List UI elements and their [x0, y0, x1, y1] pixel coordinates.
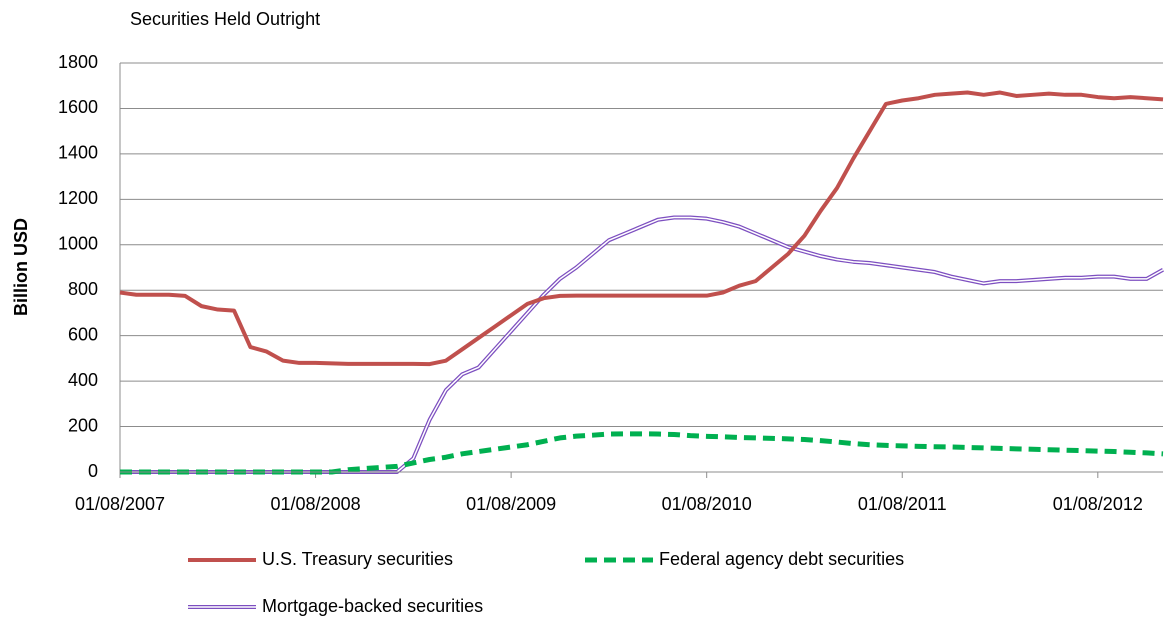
y-tick-label: 600 — [68, 324, 98, 344]
x-tick-label: 01/08/2008 — [271, 494, 361, 514]
y-axis-label: Billion USD — [11, 218, 31, 316]
series-line — [120, 431, 1164, 475]
y-tick-label: 200 — [68, 415, 98, 435]
y-tick-label: 1000 — [58, 234, 98, 254]
legend-label: Federal agency debt securities — [659, 549, 904, 569]
chart-title: Securities Held Outright — [130, 9, 320, 29]
x-tick-label: 01/08/2009 — [466, 494, 556, 514]
y-tick-label: 1600 — [58, 97, 98, 117]
y-tick-label: 1400 — [58, 143, 98, 163]
legend-label: Mortgage-backed securities — [262, 596, 483, 616]
y-tick-label: 800 — [68, 279, 98, 299]
x-tick-label: 01/08/2007 — [75, 494, 165, 514]
series-line — [119, 90, 1164, 367]
y-tick-label: 1800 — [58, 52, 98, 72]
x-tick-label: 01/08/2010 — [662, 494, 752, 514]
legend-label: U.S. Treasury securities — [262, 549, 453, 569]
x-tick-label: 01/08/2011 — [858, 494, 947, 514]
x-tick-label: 01/08/2012 — [1053, 494, 1143, 514]
y-tick-label: 0 — [88, 461, 98, 481]
y-tick-label: 1200 — [58, 188, 98, 208]
y-tick-label: 400 — [68, 370, 98, 390]
